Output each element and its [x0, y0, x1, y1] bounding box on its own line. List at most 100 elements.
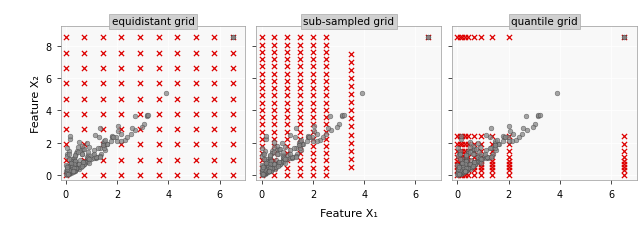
Point	[487, 173, 497, 177]
Point	[289, 136, 300, 140]
Point	[264, 160, 275, 164]
Point	[261, 157, 271, 161]
Point	[463, 36, 474, 40]
Point	[227, 97, 237, 101]
Point	[81, 141, 92, 145]
Point	[269, 51, 280, 54]
Point	[257, 166, 267, 170]
Point	[65, 138, 75, 142]
Point	[469, 147, 479, 151]
Point	[72, 150, 82, 153]
Point	[69, 156, 79, 160]
Point	[116, 67, 127, 70]
Point	[280, 162, 290, 165]
Point	[452, 169, 463, 173]
Point	[321, 116, 331, 119]
Point	[461, 169, 472, 172]
Point	[476, 162, 486, 165]
Point	[79, 52, 90, 55]
Point	[459, 167, 469, 171]
Point	[485, 136, 495, 140]
Point	[154, 52, 164, 55]
Point	[70, 155, 80, 158]
Point	[260, 169, 270, 173]
Point	[292, 153, 302, 156]
Point	[282, 94, 292, 98]
Point	[463, 142, 474, 146]
Point	[65, 160, 76, 163]
Point	[460, 160, 470, 163]
Point	[209, 112, 219, 116]
Point	[460, 135, 470, 138]
Point	[461, 155, 471, 158]
Point	[269, 94, 280, 98]
Point	[321, 36, 331, 40]
Point	[67, 164, 77, 168]
Point	[619, 36, 629, 40]
Point	[135, 36, 145, 40]
Point	[504, 150, 515, 153]
Point	[463, 150, 474, 153]
Point	[469, 169, 479, 173]
Point	[454, 163, 465, 166]
Point	[453, 172, 463, 176]
Point	[321, 173, 331, 177]
Point	[135, 82, 145, 86]
Point	[463, 160, 474, 163]
Point	[337, 114, 348, 118]
Point	[68, 167, 78, 171]
Point	[462, 167, 472, 171]
Point	[209, 82, 219, 86]
Point	[259, 157, 269, 161]
Point	[70, 169, 80, 173]
Point	[454, 173, 465, 177]
Point	[261, 171, 271, 174]
Point	[269, 36, 280, 40]
Point	[64, 169, 74, 172]
Point	[261, 160, 271, 163]
Point	[483, 155, 493, 159]
Point	[71, 167, 81, 171]
Point	[209, 173, 219, 177]
Point	[457, 36, 467, 40]
Point	[268, 150, 278, 153]
Point	[476, 36, 486, 40]
Point	[454, 142, 465, 146]
Point	[455, 153, 465, 156]
Point	[460, 161, 470, 165]
Point	[267, 167, 277, 171]
Point	[295, 65, 305, 69]
Point	[508, 133, 518, 136]
Point	[141, 114, 152, 118]
Point	[269, 44, 280, 47]
Point	[454, 150, 465, 153]
Point	[465, 140, 476, 144]
Point	[295, 51, 305, 54]
Point	[66, 163, 76, 166]
Point	[257, 94, 267, 98]
Point	[469, 135, 479, 138]
Point	[308, 101, 318, 105]
Point	[278, 156, 288, 159]
Point	[63, 164, 73, 168]
Point	[486, 155, 497, 159]
Point	[296, 139, 306, 143]
Point	[82, 156, 92, 159]
Point	[98, 158, 108, 162]
Point	[269, 65, 280, 69]
Point	[346, 77, 356, 80]
Point	[457, 173, 467, 177]
Point	[285, 134, 296, 137]
Point	[116, 82, 127, 86]
Point	[61, 170, 72, 173]
Point	[258, 164, 268, 168]
Point	[269, 140, 280, 144]
Point	[74, 140, 84, 144]
Point	[264, 161, 274, 165]
Point	[298, 142, 308, 146]
Point	[454, 172, 464, 176]
Point	[68, 164, 79, 168]
Point	[469, 155, 479, 159]
Point	[473, 156, 483, 159]
Point	[172, 158, 182, 162]
